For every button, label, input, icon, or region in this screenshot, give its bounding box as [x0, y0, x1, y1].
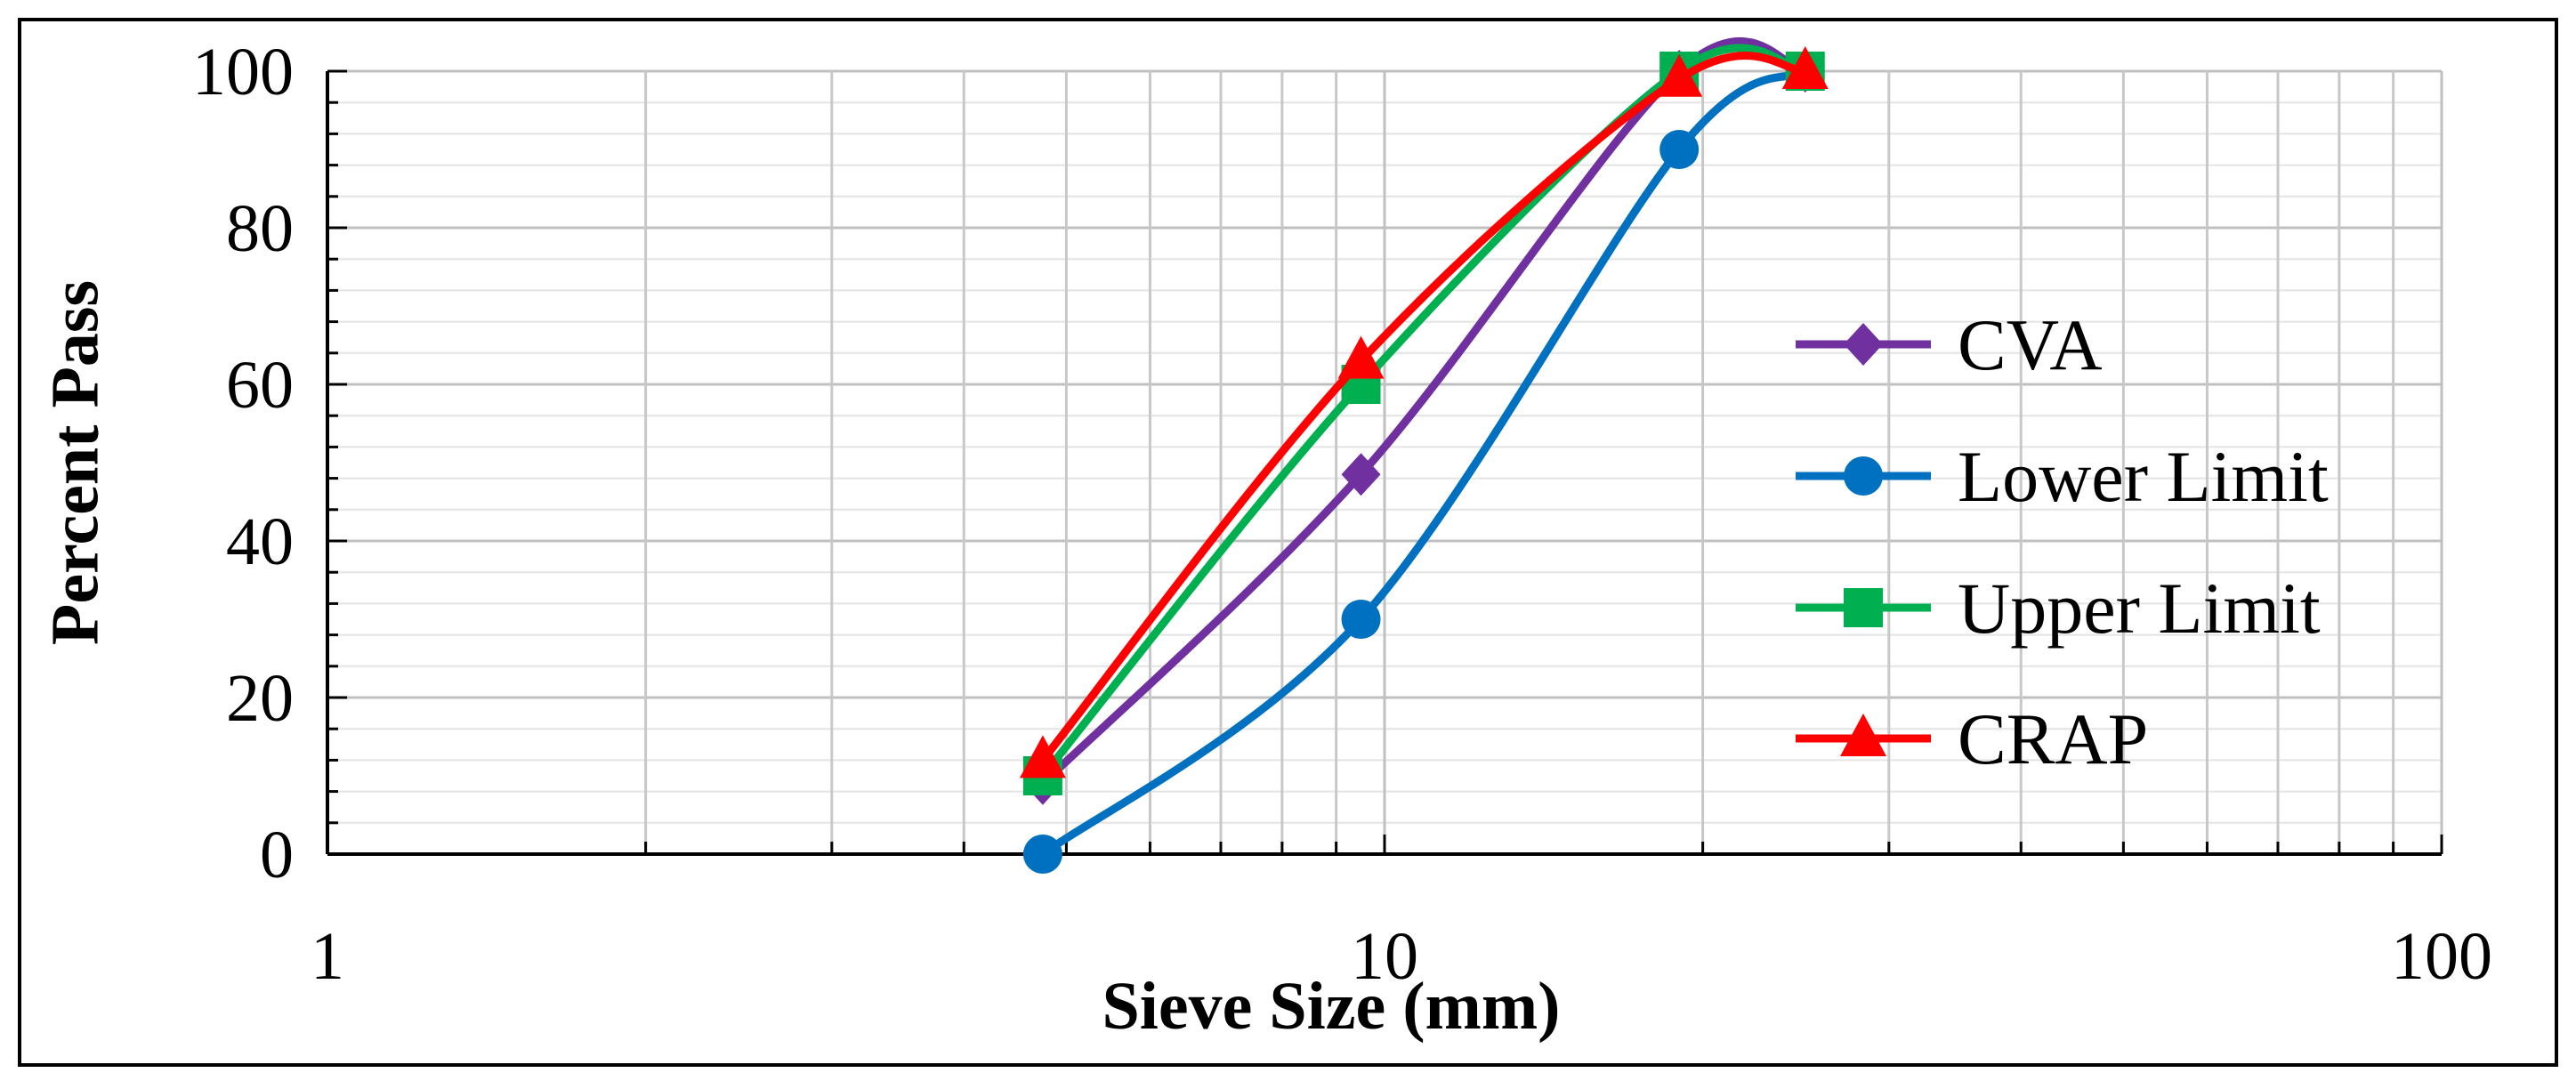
series-line-lower-limit: [1040, 68, 1808, 858]
y-tick-label: 20: [226, 661, 294, 736]
y-tick-label: 80: [226, 191, 294, 266]
data-point-cva: [1341, 453, 1381, 496]
major-grid: [326, 69, 2443, 854]
data-point-crap: [1781, 46, 1829, 89]
y-axis-title: Percent Pass: [37, 280, 112, 645]
data-point-lower-limit: [1659, 130, 1700, 169]
legend-marker: [1844, 588, 1883, 627]
legend-marker: [1844, 323, 1883, 366]
y-tick-label: 100: [192, 35, 294, 109]
legend-item-crap: CRAP: [1796, 698, 2148, 779]
series-layer: [1019, 36, 1829, 874]
x-tick-label: 100: [2391, 919, 2492, 994]
legend-item-lower-limit: Lower Limit: [1796, 436, 2329, 517]
legend: CVA Lower Limit Upper Limit CRAP: [1796, 304, 2329, 779]
legend-marker: [1840, 714, 1886, 756]
legend-label: Upper Limit: [1958, 568, 2321, 649]
data-point-crap: [1019, 735, 1066, 778]
legend-marker: [1844, 456, 1883, 496]
legend-label: Lower Limit: [1958, 436, 2329, 517]
legend-item-upper-limit: Upper Limit: [1796, 568, 2321, 649]
series-line-crap: [1039, 52, 1806, 763]
tick-labels: 0 20 40 60 80 100 1 10 100: [192, 35, 2492, 994]
data-point-crap: [1656, 53, 1703, 97]
data-point-lower-limit: [1341, 600, 1381, 639]
series-crap: [1019, 46, 1829, 778]
x-tick-label: 10: [1351, 919, 1418, 994]
series-line-cva: [1039, 36, 1806, 787]
axes: [326, 69, 2443, 856]
legend-label: CRAP: [1958, 698, 2148, 779]
axis-titles: Sieve Size (mm) Percent Pass: [37, 280, 1560, 1044]
y-tick-label: 40: [226, 504, 294, 579]
legend-item-cva: CVA: [1796, 304, 2103, 385]
y-tick-label: 60: [226, 348, 294, 423]
x-axis-title: Sieve Size (mm): [1102, 969, 1561, 1044]
data-point-lower-limit: [1022, 835, 1062, 874]
data-point-crap: [1337, 335, 1385, 379]
y-tick-label: 0: [260, 818, 294, 892]
x-tick-label: 1: [311, 919, 344, 994]
legend-label: CVA: [1958, 304, 2103, 385]
series-line-upper-limit: [1039, 44, 1806, 778]
